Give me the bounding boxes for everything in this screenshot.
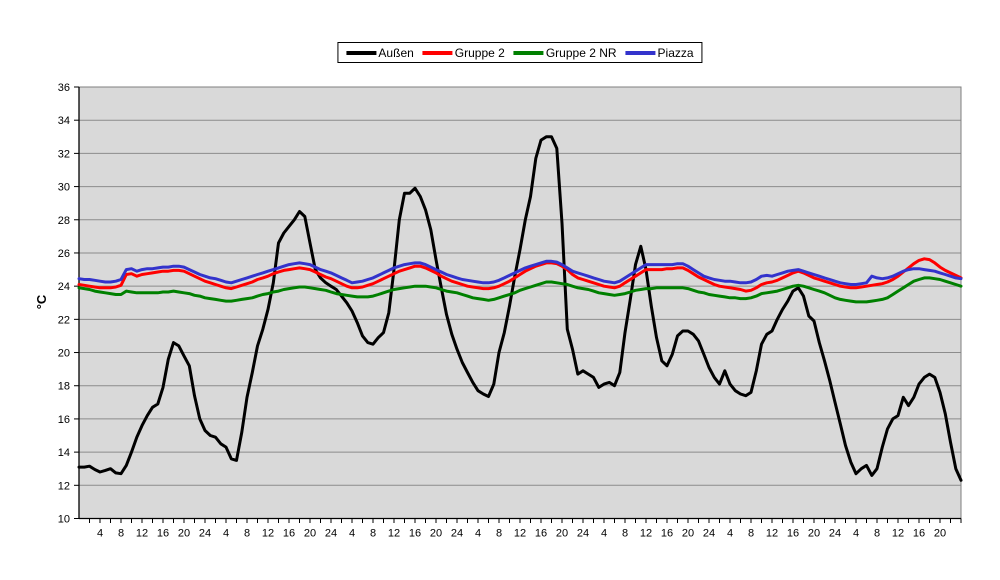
y-axis-title: °C — [33, 294, 49, 310]
x-tick-label: 20 — [934, 528, 946, 540]
y-tick-label: 20 — [58, 348, 70, 360]
series-line-gruppe-2-nr — [77, 276, 963, 304]
y-tick-label: 14 — [58, 447, 70, 459]
x-tick-label: 16 — [157, 528, 169, 540]
x-tick-label: 8 — [118, 528, 124, 540]
x-tick-label: 8 — [370, 528, 376, 540]
y-tick-label: 26 — [58, 248, 70, 260]
x-tick-label: 12 — [136, 528, 148, 540]
x-tick-label: 16 — [535, 528, 547, 540]
y-tick-label: 36 — [58, 82, 70, 94]
legend-item-piazza: Piazza — [625, 45, 694, 60]
x-tick-label: 24 — [451, 528, 463, 540]
x-tick-label: 16 — [283, 528, 295, 540]
legend-item-gruppe-2-nr: Gruppe 2 NR — [513, 45, 617, 60]
y-tick-label: 12 — [58, 480, 70, 492]
legend-label-gruppe-2: Gruppe 2 — [454, 45, 505, 60]
legend-swatch-aussen — [346, 50, 377, 55]
y-tick-label: 10 — [58, 514, 70, 526]
y-tick-label: 18 — [58, 381, 70, 393]
x-tick-label: 12 — [640, 528, 652, 540]
x-tick-label: 4 — [601, 528, 607, 540]
y-tick-label: 30 — [58, 182, 70, 194]
x-tick-label: 20 — [808, 528, 820, 540]
x-tick-label: 24 — [577, 528, 589, 540]
x-tick-label: 12 — [388, 528, 400, 540]
legend-label-aussen: Außen — [378, 45, 414, 60]
x-tick-label: 24 — [829, 528, 841, 540]
x-tick-label: 8 — [748, 528, 754, 540]
x-tick-label: 16 — [787, 528, 799, 540]
y-tick-label: 24 — [58, 281, 70, 293]
x-tick-label: 24 — [199, 528, 211, 540]
x-tick-label: 4 — [349, 528, 355, 540]
series-line-piazza — [77, 259, 963, 286]
series-line-aussen — [77, 135, 963, 482]
x-tick-label: 16 — [409, 528, 421, 540]
legend-swatch-gruppe-2-nr — [513, 50, 544, 55]
y-tick-label: 22 — [58, 314, 70, 326]
legend-item-aussen: Außen — [346, 45, 414, 60]
x-tick-label: 4 — [727, 528, 733, 540]
x-tick-label: 4 — [223, 528, 229, 540]
x-tick-label: 12 — [262, 528, 274, 540]
y-tick-label: 28 — [58, 215, 70, 227]
legend-label-gruppe-2-nr: Gruppe 2 NR — [545, 45, 617, 60]
y-tick-label: 34 — [58, 115, 70, 127]
legend-swatch-piazza — [625, 50, 656, 55]
x-tick-label: 4 — [97, 528, 103, 540]
x-tick-label: 20 — [430, 528, 442, 540]
y-tick-label: 16 — [58, 414, 70, 426]
x-tick-label: 4 — [475, 528, 481, 540]
x-tick-label: 20 — [682, 528, 694, 540]
x-tick-label: 8 — [622, 528, 628, 540]
x-tick-label: 24 — [703, 528, 715, 540]
x-tick-label: 16 — [913, 528, 925, 540]
series-line-gruppe-2 — [77, 257, 963, 293]
x-tick-label: 8 — [496, 528, 502, 540]
legend-swatch-gruppe-2 — [422, 50, 453, 55]
x-tick-label: 24 — [325, 528, 337, 540]
x-tick-label: 16 — [661, 528, 673, 540]
x-tick-label: 20 — [178, 528, 190, 540]
x-tick-label: 12 — [514, 528, 526, 540]
y-tick-label: 32 — [58, 148, 70, 160]
x-tick-label: 8 — [874, 528, 880, 540]
legend: Außen Gruppe 2 Gruppe 2 NR Piazza — [337, 42, 703, 63]
x-tick-label: 20 — [304, 528, 316, 540]
x-tick-label: 4 — [853, 528, 859, 540]
x-tick-label: 8 — [244, 528, 250, 540]
legend-label-piazza: Piazza — [657, 45, 694, 60]
legend-item-gruppe-2: Gruppe 2 — [422, 45, 505, 60]
x-tick-label: 20 — [556, 528, 568, 540]
x-tick-label: 12 — [892, 528, 904, 540]
plot-background — [79, 87, 961, 519]
x-tick-label: 12 — [766, 528, 778, 540]
